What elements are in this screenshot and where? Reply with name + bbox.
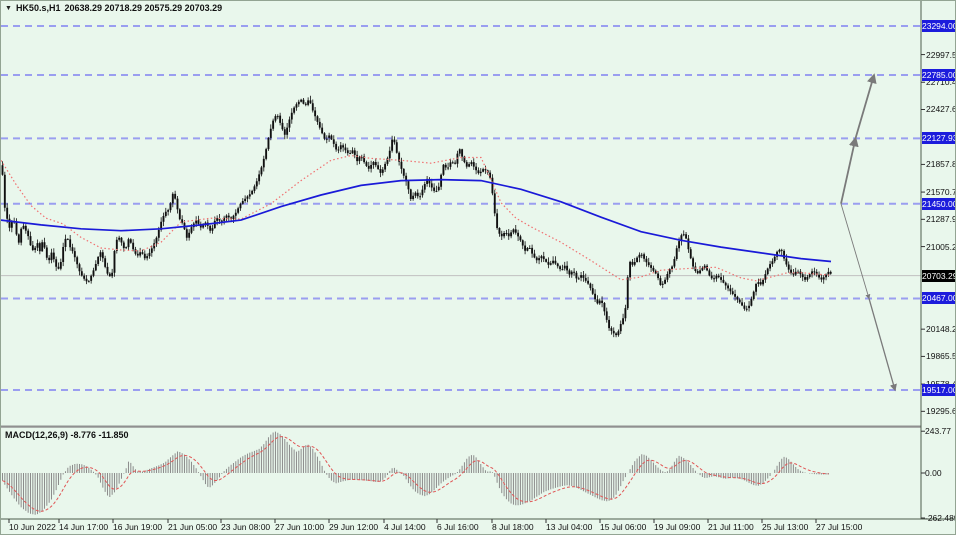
symbol-timeframe-label: HK50.s,H1 bbox=[15, 3, 61, 13]
price-tick-label: 21287.95 bbox=[926, 214, 955, 225]
trend-arrows bbox=[840, 73, 897, 392]
price-level-badge: 19517.00 bbox=[922, 384, 956, 396]
candlestick-series bbox=[1, 95, 832, 338]
price-tick-label: 19295.65 bbox=[926, 406, 955, 417]
price-tick-label: 22710.40 bbox=[926, 77, 955, 88]
ohlc-values-label: 20638.29 20718.29 20575.29 20703.29 bbox=[64, 3, 223, 13]
trend-arrow bbox=[840, 136, 859, 204]
trend-arrow bbox=[868, 298, 897, 392]
macd-signal-line bbox=[2, 436, 829, 512]
price-level-badge: 21450.00 bbox=[922, 197, 956, 210]
macd-axis-label: -262.489 bbox=[925, 513, 956, 523]
time-tick-label: 21 Jul 11:00 bbox=[708, 522, 754, 532]
time-tick-label: 6 Jul 16:00 bbox=[437, 522, 479, 532]
macd-panel[interactable] bbox=[2, 431, 829, 515]
ma-blue-line bbox=[1, 178, 832, 263]
time-tick-label: 27 Jun 10:00 bbox=[275, 522, 325, 532]
price-tick-label: 22997.50 bbox=[926, 49, 955, 60]
ma-red-dotted-line bbox=[1, 154, 830, 282]
macd-histogram bbox=[2, 431, 829, 515]
time-tick-label: 8 Jul 18:00 bbox=[492, 522, 534, 532]
level-lines bbox=[1, 25, 921, 391]
time-tick-label: 16 Jun 19:00 bbox=[113, 522, 163, 532]
price-level-badge: 23294.00 bbox=[922, 20, 956, 32]
bid-price-badge: 20703.29 bbox=[922, 269, 956, 282]
time-tick-label: 23 Jun 08:00 bbox=[221, 522, 271, 532]
time-tick-label: 27 Jul 15:00 bbox=[816, 522, 863, 532]
price-tick-label: 21005.20 bbox=[926, 241, 955, 252]
price-tick-label: 19865.50 bbox=[926, 351, 955, 362]
time-tick-label: 14 Jun 17:00 bbox=[59, 522, 109, 532]
symbol-info: ▼ HK50.s,H1 20638.29 20718.29 20575.29 2… bbox=[5, 3, 222, 13]
trend-arrow bbox=[854, 73, 877, 139]
time-tick-label: 25 Jul 13:00 bbox=[762, 522, 809, 532]
price-tick-label: 21857.80 bbox=[926, 159, 955, 170]
time-tick-label: 15 Jul 06:00 bbox=[600, 522, 647, 532]
price-tick-label: 21570.70 bbox=[926, 187, 955, 198]
panel-separator bbox=[1, 425, 921, 428]
candle-wicks bbox=[2, 95, 832, 338]
macd-axis-label: 0.00 bbox=[925, 468, 942, 478]
candle-bodies bbox=[1, 99, 832, 336]
time-tick-label: 21 Jun 05:00 bbox=[168, 522, 218, 532]
chart-collapse-icon[interactable]: ▼ bbox=[5, 4, 12, 12]
macd-indicator-label: MACD(12,26,9) -8.776 -11.850 bbox=[5, 430, 129, 440]
price-tick-label: 20148.25 bbox=[926, 324, 955, 335]
trend-arrow bbox=[840, 203, 871, 300]
price-level-badge: 20467.00 bbox=[922, 292, 956, 305]
price-level-badge: 22785.00 bbox=[922, 69, 956, 82]
time-tick-label: 13 Jul 04:00 bbox=[546, 522, 593, 532]
macd-axis-label: 243.77 bbox=[925, 426, 951, 437]
time-tick-label: 4 Jul 14:00 bbox=[384, 522, 426, 532]
time-tick-label: 19 Jul 09:00 bbox=[654, 522, 701, 532]
price-level-badge: 22127.93 bbox=[922, 132, 956, 145]
axes-frame bbox=[1, 1, 955, 523]
price-tick-label: 22427.65 bbox=[926, 104, 955, 115]
time-tick-label: 29 Jun 12:00 bbox=[329, 522, 379, 532]
time-tick-label: 10 Jun 2022 bbox=[9, 522, 56, 532]
